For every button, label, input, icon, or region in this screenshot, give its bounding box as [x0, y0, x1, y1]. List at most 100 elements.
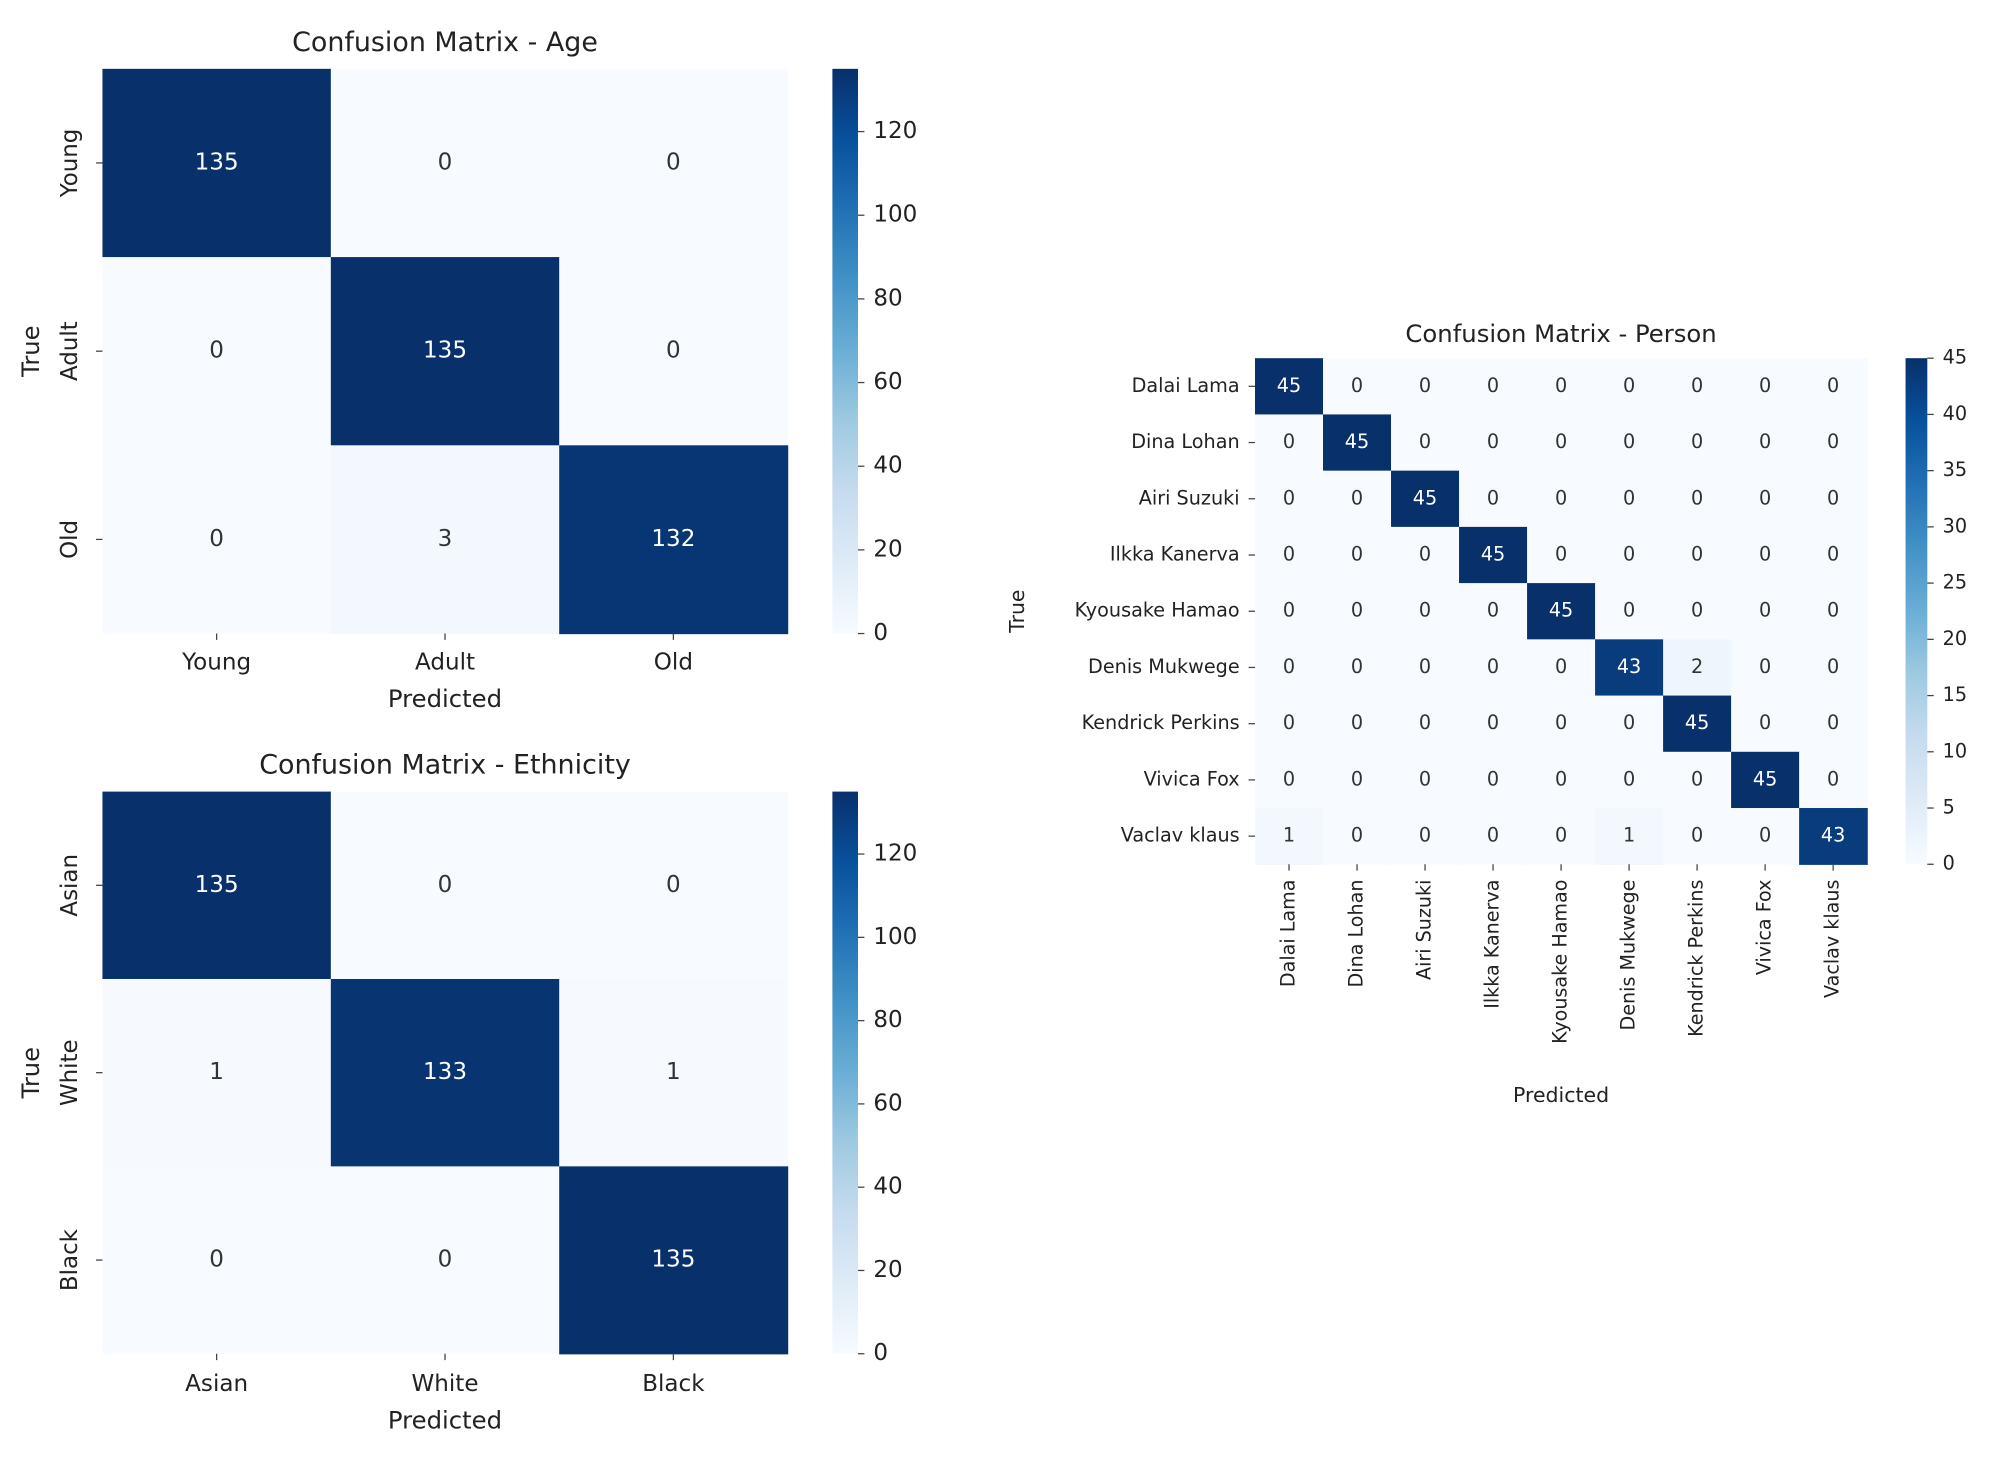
cell-label: 0 [1691, 767, 1703, 790]
y-tick-label: Young [57, 129, 83, 199]
heatmap-cell [1255, 695, 1324, 753]
heatmap-cell [1527, 358, 1596, 416]
x-tick-label: White [412, 1371, 479, 1397]
colorbar-tick-label: 45 [1943, 346, 1967, 369]
colorbar-tick-label: 80 [873, 285, 902, 311]
cell-label: 0 [1827, 486, 1839, 509]
heatmap-cell [559, 978, 789, 1168]
cell-label: 0 [1623, 599, 1635, 622]
heatmap-cell [1663, 639, 1732, 697]
heatmap-cell [1391, 358, 1460, 416]
heatmap-cell [1799, 414, 1868, 472]
cell-label: 0 [1351, 824, 1363, 847]
y-tick-label: Asian [57, 854, 83, 917]
cell-label: 0 [1827, 767, 1839, 790]
y-tick-label: Airi Suzuki [1139, 486, 1240, 509]
cell-label: 0 [1759, 655, 1771, 678]
heatmap-cell [330, 791, 560, 980]
heatmap-cell [1323, 808, 1392, 865]
y-axis-title: True [1005, 590, 1029, 634]
cell-label: 1 [1283, 824, 1295, 847]
cell-label: 0 [1623, 374, 1635, 397]
cell-label: 0 [1487, 824, 1499, 847]
cell-label: 0 [666, 149, 681, 175]
colorbar-tick-label: 40 [873, 453, 902, 479]
cell-label: 0 [1283, 430, 1295, 453]
cell-label: 0 [1555, 767, 1567, 790]
heatmap-cell [1663, 470, 1732, 528]
heatmap-cell [1255, 583, 1324, 640]
heatmap-cell [1459, 695, 1528, 753]
cell-label: 0 [1759, 711, 1771, 734]
cell-label: 3 [438, 526, 453, 552]
y-tick-label: Old [57, 520, 83, 559]
cell-label: 0 [1623, 543, 1635, 566]
cell-label: 0 [1419, 599, 1431, 622]
cell-label: 0 [1555, 824, 1567, 847]
heatmap-cell [1391, 583, 1460, 640]
cell-label: 45 [1753, 767, 1777, 790]
cell-label: 0 [1487, 599, 1499, 622]
heatmap-cell [1663, 526, 1732, 584]
x-tick-label: Young [181, 649, 251, 675]
cell-label: 0 [1759, 599, 1771, 622]
x-tick-label: Adult [415, 649, 475, 675]
colorbar-tick-label: 0 [873, 1340, 888, 1366]
colorbar-tick-label: 40 [1943, 402, 1967, 425]
colorbar-tick-label: 120 [873, 841, 917, 867]
heatmap-cell [102, 68, 332, 258]
x-tick-label: Asian [185, 1371, 248, 1397]
cell-label: 0 [1623, 430, 1635, 453]
colorbar-tick-label: 20 [873, 1257, 902, 1283]
heatmap-cell [1731, 583, 1800, 640]
colorbar-tick-label: 60 [873, 1090, 902, 1116]
cell-label: 0 [666, 872, 681, 898]
heatmap-cell [1459, 583, 1528, 640]
cell-label: 0 [1351, 767, 1363, 790]
heatmap-cell [559, 68, 789, 258]
heatmap-cell [1799, 526, 1868, 584]
x-tick-label: Vaclav klaus [1821, 880, 1844, 998]
heatmap-cell [1527, 751, 1596, 809]
colorbar-tick-label: 10 [1943, 739, 1967, 762]
heatmap-cell [559, 791, 789, 980]
cell-label: 0 [1827, 711, 1839, 734]
heatmap-cell [1731, 751, 1800, 809]
y-tick-label: Ilkka Kanerva [1110, 543, 1240, 566]
cell-label: 0 [1827, 599, 1839, 622]
colorbar-tick-label: 5 [1943, 796, 1955, 819]
heatmap-cell [1459, 414, 1528, 472]
cell-label: 45 [1345, 430, 1369, 453]
heatmap-cell [1255, 414, 1324, 472]
cell-label: 0 [1419, 655, 1431, 678]
heatmap-cell [1391, 808, 1460, 865]
colorbar-tick-label: 60 [873, 369, 902, 395]
cell-label: 0 [1555, 711, 1567, 734]
cell-label: 0 [1487, 374, 1499, 397]
colorbar-tick-label: 80 [873, 1007, 902, 1033]
x-tick-label: Dalai Lama [1276, 880, 1299, 988]
cell-label: 43 [1617, 655, 1641, 678]
heatmap-cell [1527, 639, 1596, 697]
cell-label: 0 [1827, 655, 1839, 678]
heatmap-cell [102, 1166, 332, 1355]
cell-label: 0 [1555, 655, 1567, 678]
colorbar-tick-label: 15 [1943, 683, 1967, 706]
cell-label: 0 [1623, 711, 1635, 734]
colorbar-tick-label: 20 [873, 536, 902, 562]
heatmap-cell [559, 445, 789, 635]
heatmap-cell [1731, 358, 1800, 416]
heatmap-cell [1527, 583, 1596, 640]
cell-label: 0 [1555, 374, 1567, 397]
cell-label: 0 [1691, 824, 1703, 847]
heatmap-cell [330, 1166, 560, 1355]
cell-label: 0 [1759, 374, 1771, 397]
colorbar-tick-label: 0 [1943, 852, 1955, 875]
x-tick-label: Denis Mukwege [1617, 880, 1640, 1031]
heatmap-cell [330, 68, 560, 258]
cell-label: 0 [1691, 543, 1703, 566]
heatmap-cell [1391, 414, 1460, 472]
cell-label: 0 [438, 1247, 453, 1273]
x-axis-title: Predicted [388, 684, 502, 713]
x-tick-label: Kendrick Perkins [1685, 880, 1708, 1037]
